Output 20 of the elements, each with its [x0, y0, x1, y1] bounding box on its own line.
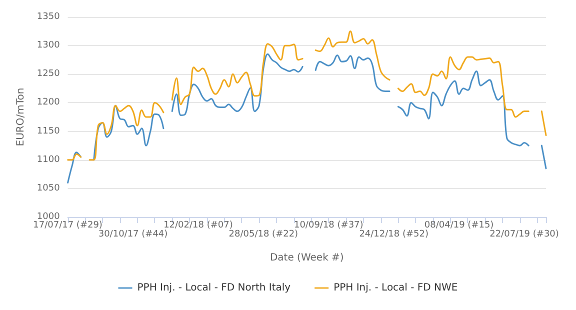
x-tick-label: 30/10/17 (#44) [98, 230, 168, 240]
legend-label: PPH Inj. - Local - FD NWE [334, 282, 458, 294]
y-tick-label: 1350 [36, 12, 60, 22]
x-tick-label: 28/05/18 (#22) [228, 230, 298, 240]
x-tick-label: 10/09/18 (#37) [294, 220, 364, 230]
x-tick-label: 12/02/18 (#07) [164, 220, 233, 230]
y-tick-label: 1200 [36, 98, 60, 108]
x-tick-label: 22/07/19 (#30) [490, 230, 559, 240]
x-tick-label: 24/12/18 (#52) [359, 230, 429, 240]
y-tick-label: 1050 [36, 183, 60, 194]
x-tick-label: 08/04/19 (#15) [424, 220, 494, 230]
y-tick-label: 1150 [36, 126, 60, 136]
x-axis-title: Date (Week #) [270, 252, 344, 264]
y-tick-label: 1300 [36, 40, 60, 51]
y-tick-label: 1100 [36, 154, 60, 165]
y-axis-title: EURO/mTon [16, 88, 26, 146]
y-tick-label: 1000 [36, 212, 60, 222]
y-tick-label: 1250 [36, 69, 60, 80]
x-tick-label: 17/07/17 (#29) [33, 220, 102, 230]
legend-label: PPH Inj. - Local - FD North Italy [137, 282, 291, 294]
